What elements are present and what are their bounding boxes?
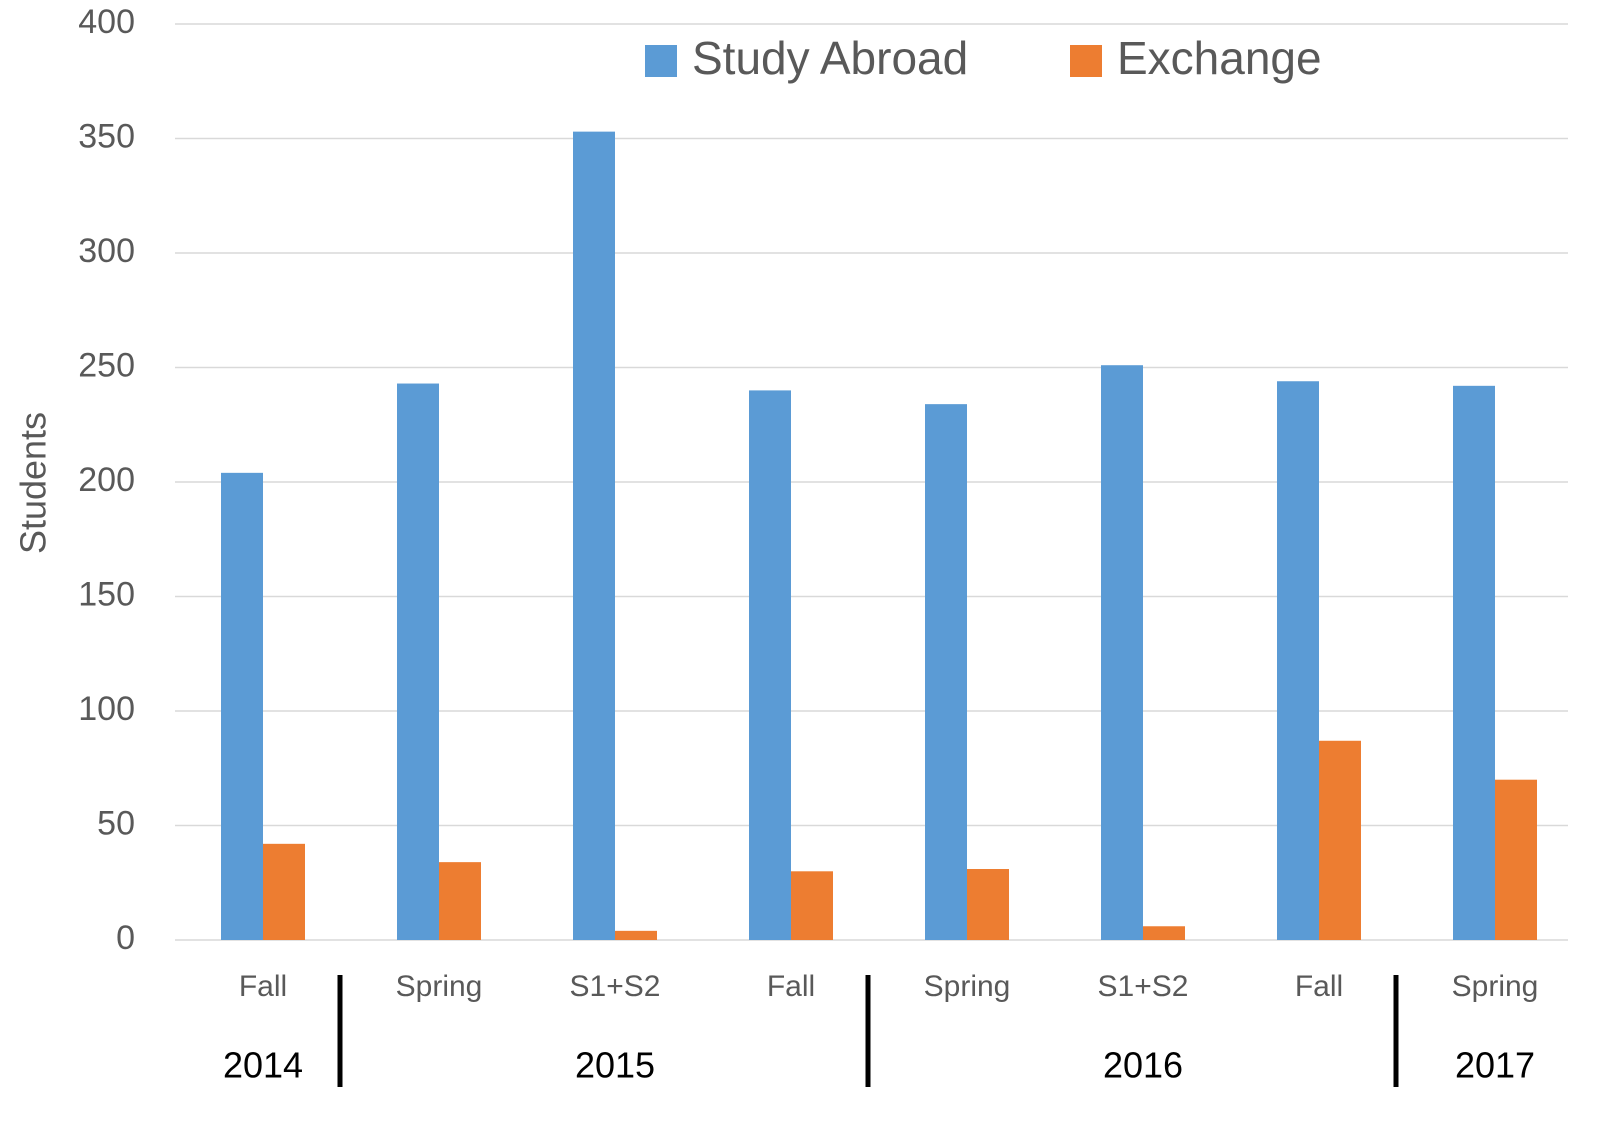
bar bbox=[439, 862, 481, 940]
y-tick-label: 300 bbox=[78, 232, 135, 270]
bar bbox=[1101, 365, 1143, 941]
bar bbox=[1453, 385, 1495, 940]
x-tick-label: Fall bbox=[1295, 970, 1343, 1003]
year-label: 2015 bbox=[575, 1045, 655, 1086]
y-tick-label: 150 bbox=[78, 575, 135, 613]
bar bbox=[615, 930, 657, 940]
bar bbox=[925, 404, 967, 940]
legend-swatch bbox=[645, 45, 677, 77]
y-tick-label: 0 bbox=[116, 919, 135, 957]
legend-label: Study Abroad bbox=[692, 32, 968, 84]
bar bbox=[263, 843, 305, 940]
bar bbox=[1277, 381, 1319, 940]
bar bbox=[221, 472, 263, 940]
x-tick-label: S1+S2 bbox=[1098, 970, 1189, 1003]
bar bbox=[749, 390, 791, 940]
y-tick-label: 200 bbox=[78, 461, 135, 499]
bar bbox=[967, 869, 1009, 940]
bar bbox=[1319, 740, 1361, 940]
x-tick-label: Fall bbox=[239, 970, 287, 1003]
y-tick-label: 250 bbox=[78, 346, 135, 384]
bar bbox=[1143, 926, 1185, 940]
x-tick-label: Fall bbox=[767, 970, 815, 1003]
x-tick-label: S1+S2 bbox=[570, 970, 661, 1003]
legend-swatch bbox=[1070, 45, 1102, 77]
legend-label: Exchange bbox=[1117, 32, 1322, 84]
bar bbox=[1495, 779, 1537, 940]
year-label: 2014 bbox=[223, 1045, 303, 1086]
bar bbox=[573, 131, 615, 940]
y-tick-label: 100 bbox=[78, 690, 135, 728]
y-tick-label: 50 bbox=[97, 804, 135, 842]
bar bbox=[397, 383, 439, 940]
y-tick-label: 400 bbox=[78, 3, 135, 41]
x-tick-label: Spring bbox=[1452, 970, 1539, 1003]
year-label: 2016 bbox=[1103, 1045, 1183, 1086]
year-label: 2017 bbox=[1455, 1045, 1535, 1086]
y-axis-label: Students bbox=[13, 412, 54, 554]
y-tick-label: 350 bbox=[78, 117, 135, 155]
bar bbox=[791, 871, 833, 940]
x-tick-label: Spring bbox=[396, 970, 483, 1003]
x-tick-label: Spring bbox=[924, 970, 1011, 1003]
